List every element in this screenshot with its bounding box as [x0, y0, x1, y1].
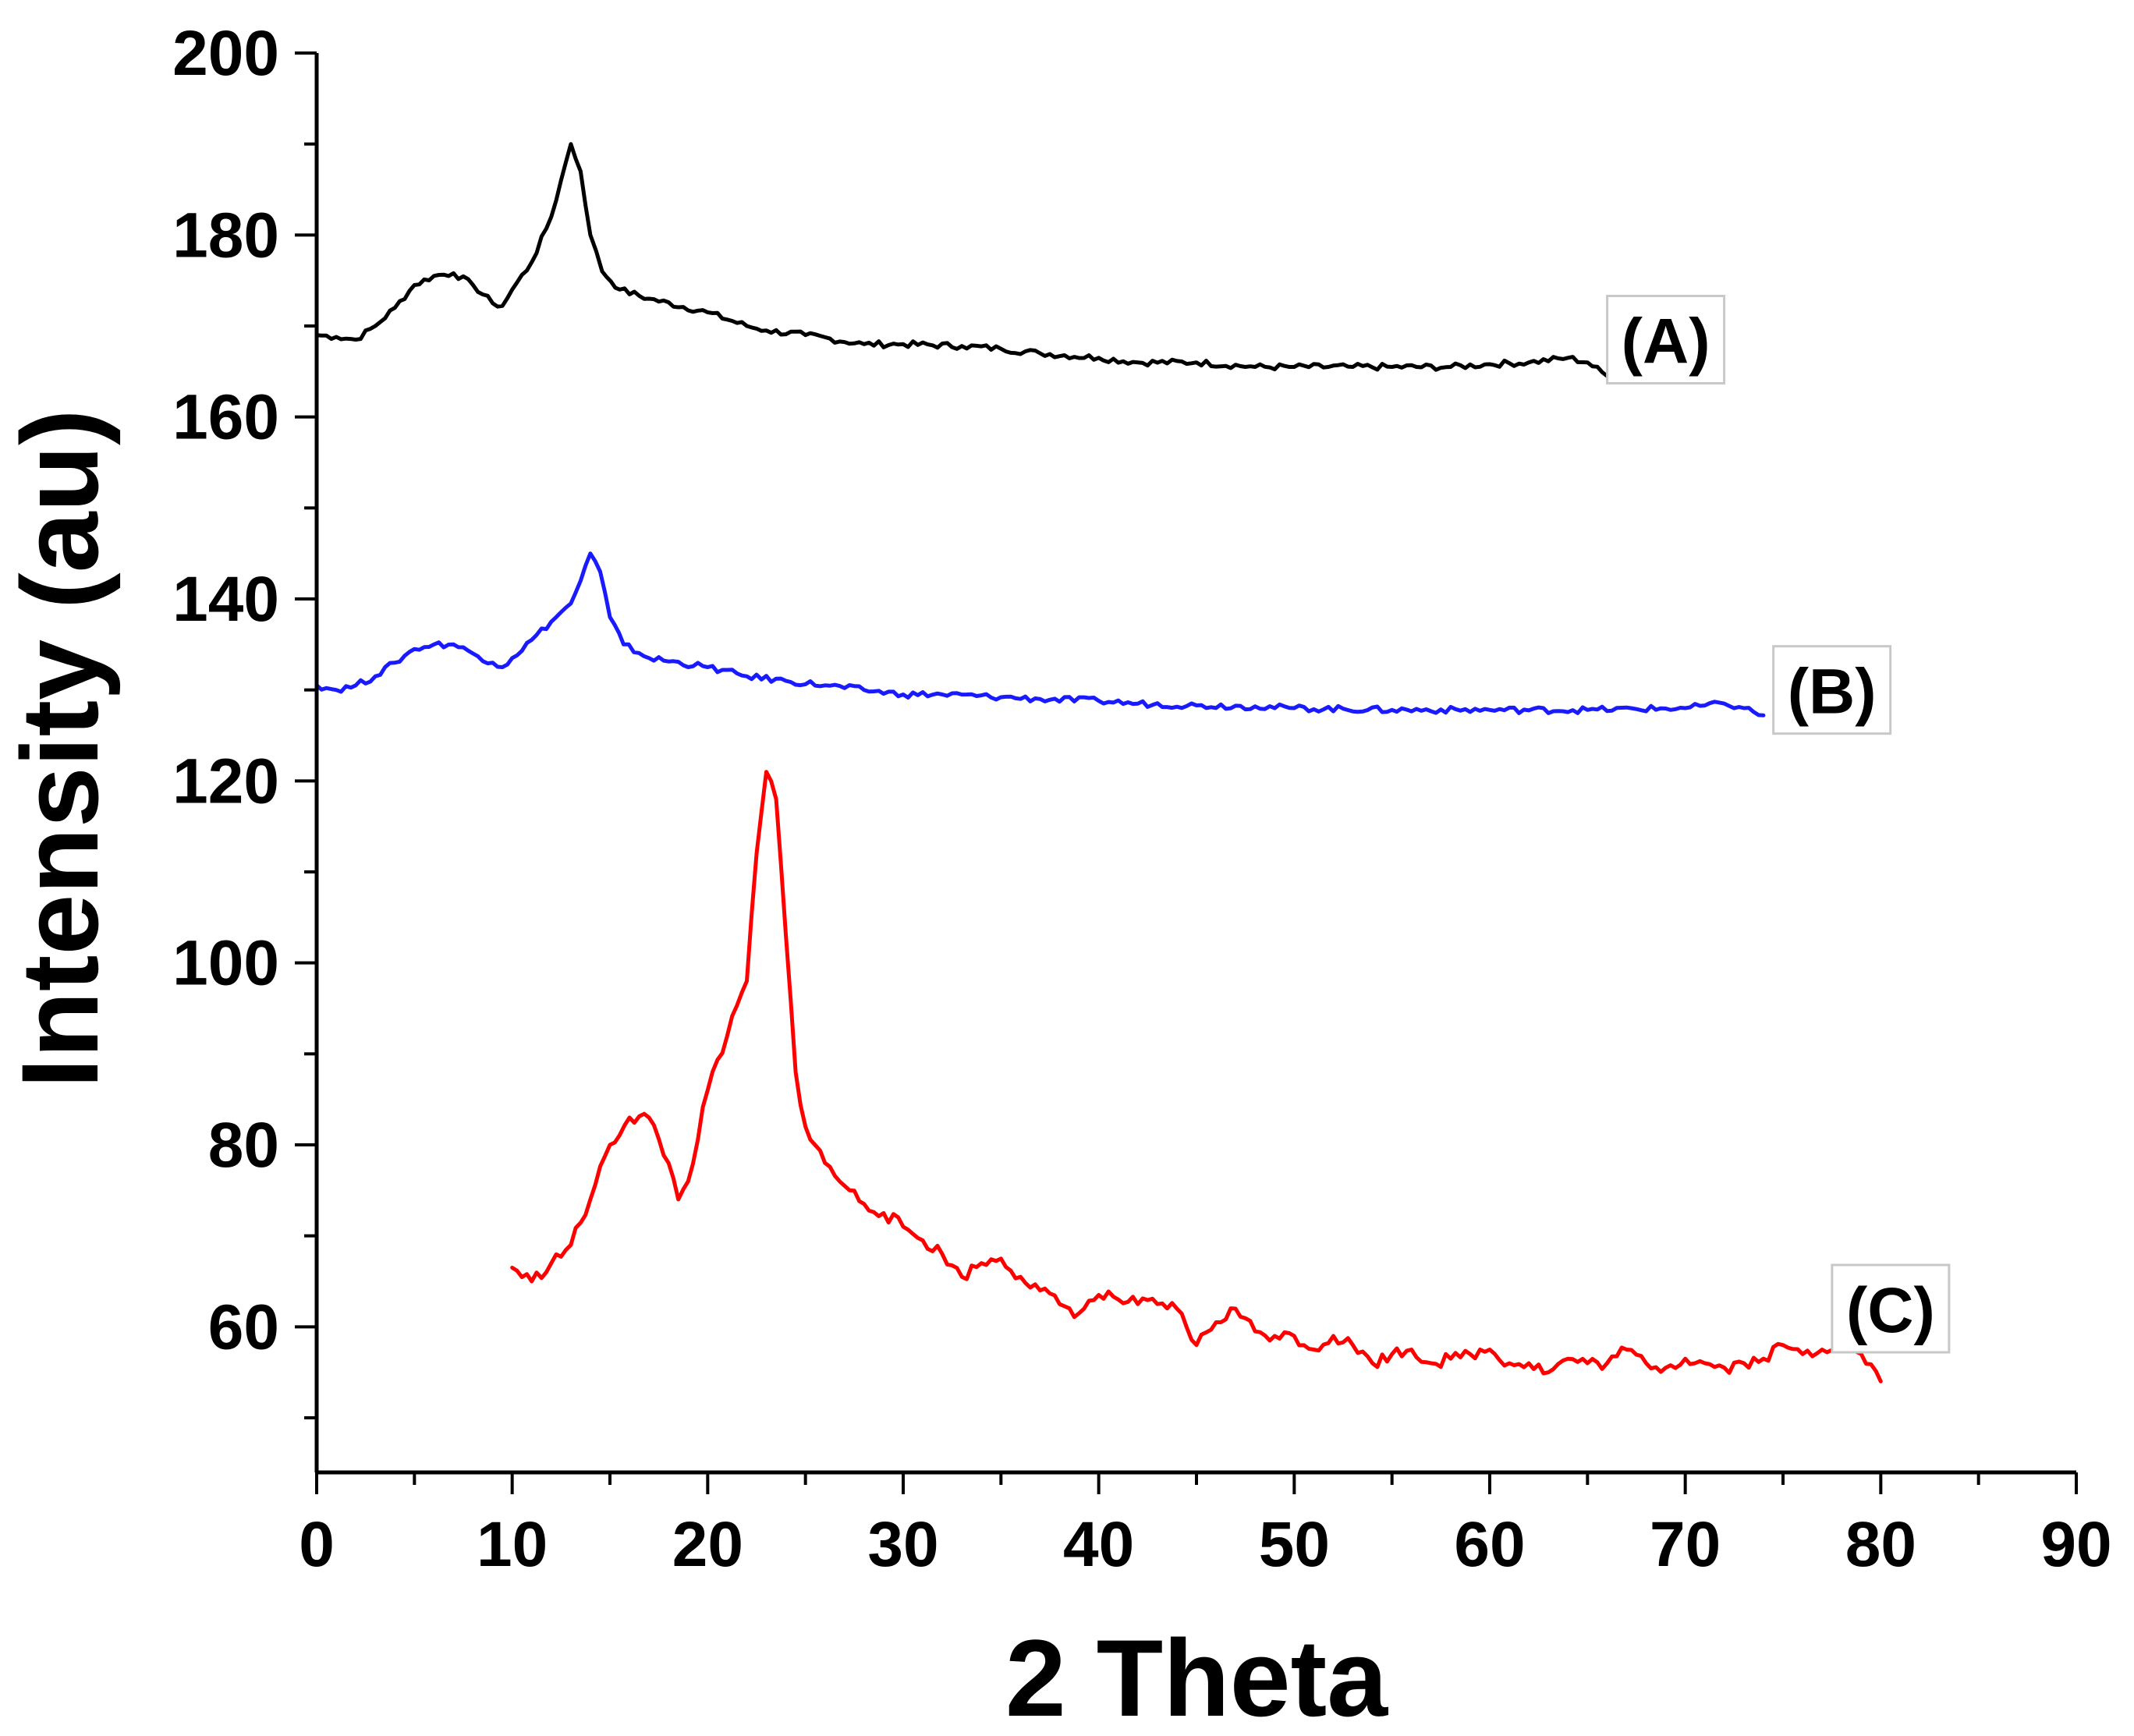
- series-label-box-1: [1772, 645, 1892, 735]
- x-tick-label-0: 0: [299, 1509, 335, 1580]
- y-axis-title: Intensity (au): [0, 409, 121, 1088]
- x-tick-label-20: 20: [672, 1509, 743, 1580]
- y-tick-label-80: 80: [208, 1110, 279, 1181]
- y-tick-label-120: 120: [172, 746, 279, 817]
- x-axis-title: 2 Theta: [1005, 1617, 1388, 1736]
- x-tick-label-60: 60: [1454, 1509, 1525, 1580]
- x-tick-label-40: 40: [1063, 1509, 1134, 1580]
- x-tick-label-50: 50: [1259, 1509, 1330, 1580]
- series-line-2: [510, 770, 1883, 1383]
- y-tick-label-160: 160: [172, 382, 279, 453]
- tick-labels: 0 10 20 30 40 50 60 70 80 90 60 80 100 120 140 160 180 20…: [172, 18, 2111, 1580]
- y-tick-label-180: 180: [172, 200, 279, 271]
- x-tick-label-80: 80: [1845, 1509, 1916, 1580]
- x-tick-label-70: 70: [1650, 1509, 1721, 1580]
- x-tick-label-10: 10: [477, 1509, 548, 1580]
- series-labels: (A) (B) (C): [1606, 295, 1951, 1354]
- series-line-0: [314, 142, 1609, 378]
- y-tick-label-140: 140: [172, 564, 279, 635]
- series-label-box-2: [1831, 1263, 1951, 1354]
- series-label-2: (C): [1846, 1275, 1935, 1346]
- tick-marks: [295, 51, 2078, 1494]
- series-label-0: (A): [1622, 306, 1710, 377]
- series-lines: [314, 142, 1883, 1383]
- x-tick-label-90: 90: [2040, 1509, 2111, 1580]
- series-label-1: (B): [1788, 657, 1877, 728]
- y-tick-label-200: 200: [172, 18, 279, 89]
- series-line-1: [314, 551, 1766, 717]
- series-label-box-0: [1606, 295, 1726, 384]
- x-tick-label-30: 30: [867, 1509, 938, 1580]
- y-tick-label-60: 60: [208, 1291, 279, 1362]
- y-tick-label-100: 100: [172, 928, 279, 999]
